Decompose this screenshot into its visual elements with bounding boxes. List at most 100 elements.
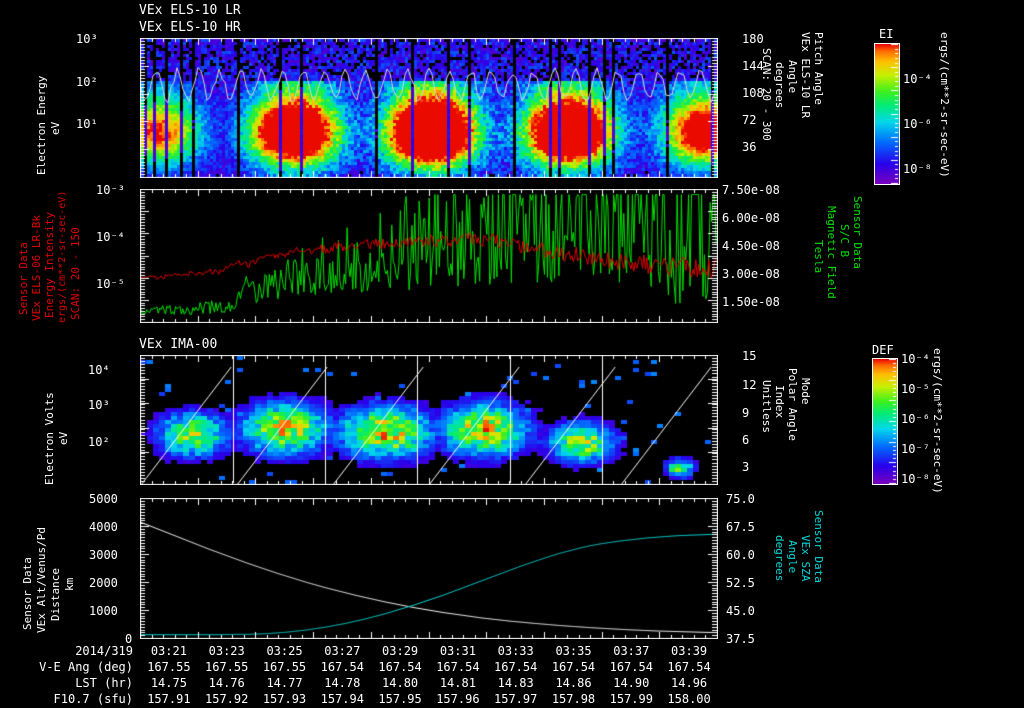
xaxis-cell-lst-7: 14.86: [555, 676, 592, 690]
panel3-left-axis-label: Electron Volts: [43, 392, 56, 485]
panel3-colorbar-unit: ergs/(cm**2-sr-sec-eV): [931, 348, 944, 494]
xaxis-cell-lst-8: 14.90: [613, 676, 650, 690]
xaxis-cell-f107-9: 158.00: [667, 692, 711, 706]
panel4-ytick-1: 4000: [89, 520, 118, 534]
xaxis-cell-time-4: 03:29: [382, 644, 419, 658]
panel2-left-label-0: Sensor Data: [17, 242, 30, 315]
panel1-ytick2-1: 144: [742, 59, 764, 73]
panel4-ytick-3: 2000: [89, 576, 118, 590]
panel1-title-line2: VEx ELS-10 HR: [139, 20, 241, 35]
panel2-right-label-2: Magnetic Field: [825, 206, 838, 299]
xaxis-cell-time-7: 03:35: [555, 644, 592, 658]
panel2-ytick-1: 10⁻⁴: [96, 230, 125, 244]
panel3-cbtick-2: 10⁻⁶: [901, 412, 930, 426]
panel3-right-label-1: Polar Angle: [786, 368, 799, 441]
xaxis-cell-ve-ang-1: 167.55: [205, 660, 249, 674]
panel3-cbtick-3: 10⁻⁷: [901, 442, 930, 456]
xaxis-cell-lst-6: 14.83: [497, 676, 534, 690]
panel2-right-label-1: S/C B: [838, 224, 851, 258]
panel4-ytick2-5: 37.5: [726, 632, 755, 646]
panel3-colorbar: [872, 358, 898, 485]
panel4-left-label-0: Sensor Data: [21, 557, 34, 630]
panel2-ytick-0: 10⁻³: [96, 183, 125, 197]
panel4-lineplot: [140, 498, 718, 639]
panel3-spectrogram: [140, 355, 718, 485]
xaxis-cell-f107-4: 157.95: [378, 692, 422, 706]
panel4-right-label-2: Angle: [786, 540, 799, 574]
panel1-right-axis-label-1: VEx ELS-10 LR: [799, 32, 812, 119]
xaxis-cell-ve-ang-9: 167.54: [667, 660, 711, 674]
xaxis-cell-lst-4: 14.80: [382, 676, 419, 690]
panel2-right-label-0: Sensor Data: [851, 196, 864, 269]
xaxis-cell-time-9: 03:39: [671, 644, 708, 658]
panel2-left-label-3: ergs/(cm**2-sr-sec-eV): [57, 190, 68, 323]
panel1-ytick-1: 10²: [76, 75, 98, 89]
xaxis-cell-ve-ang-5: 167.54: [436, 660, 480, 674]
panel1-ytick2-4: 36: [742, 140, 757, 154]
panel3-cbtick-0: 10⁻⁴: [901, 352, 930, 366]
xaxis-cell-time-6: 03:33: [497, 644, 534, 658]
xaxis-cell-f107-6: 157.97: [494, 692, 538, 706]
panel3-ytick-1: 10³: [88, 398, 110, 412]
panel2-left-label-2: Energy Intensity: [43, 212, 56, 318]
xaxis-row-label-time: 2014/319: [75, 644, 133, 658]
panel3-cbtick-4: 10⁻⁸: [901, 472, 930, 486]
xaxis-row-label-lst: LST (hr): [75, 676, 133, 690]
xaxis-cell-time-3: 03:27: [324, 644, 361, 658]
panel3-ytick2-3: 6: [742, 433, 750, 447]
xaxis-row-label-ve-ang: V-E Ang (deg): [39, 660, 133, 674]
xaxis-cell-ve-ang-0: 167.55: [147, 660, 191, 674]
xaxis-cell-f107-3: 157.94: [320, 692, 364, 706]
panel2-ytick-2: 10⁻⁵: [96, 277, 125, 291]
panel4-left-label-2: Distance: [49, 568, 62, 621]
panel2-scan-label: SCAN: 20 - 150: [69, 227, 82, 320]
panel4-ytick2-1: 67.5: [726, 520, 755, 534]
panel4-ytick2-4: 45.0: [726, 604, 755, 618]
panel4-right-label-3: degrees: [773, 535, 786, 582]
panel3-colorbar-name: DEF: [872, 343, 894, 357]
panel4-ytick2-2: 60.0: [726, 548, 755, 562]
xaxis-cell-f107-2: 157.93: [262, 692, 307, 706]
xaxis-cell-lst-0: 14.75: [150, 676, 187, 690]
panel3-ytick2-0: 15: [742, 349, 757, 363]
xaxis-cell-time-8: 03:37: [613, 644, 650, 658]
xaxis-cell-ve-ang-2: 167.55: [262, 660, 307, 674]
panel3-ytick2-2: 9: [742, 406, 750, 420]
xaxis-cell-lst-5: 14.81: [439, 676, 476, 690]
panel2-ytick2-0: 7.50e-08: [722, 183, 780, 197]
panel3-ytick2-4: 3: [742, 460, 750, 474]
xaxis-cell-ve-ang-8: 167.54: [609, 660, 653, 674]
panel3-ytick-0: 10⁴: [88, 363, 110, 377]
panel2-ytick2-3: 3.00e-08: [722, 267, 780, 281]
xaxis-cell-time-2: 03:25: [266, 644, 303, 658]
panel3-ytick2-1: 12: [742, 378, 757, 392]
xaxis-cell-f107-5: 157.96: [436, 692, 480, 706]
panel1-ytick2-2: 108: [742, 86, 764, 100]
panel3-right-label-3: Unitless: [760, 380, 773, 433]
panel2-lineplot: [140, 189, 718, 323]
panel4-ytick-5: 0: [125, 632, 133, 646]
panel1-left-axis-label: Electron Energy: [35, 75, 48, 175]
panel1-colorbar-unit: ergs/(cm**2-sr-sec-eV): [938, 32, 951, 178]
panel1-ytick-2: 10¹: [76, 117, 98, 131]
panel1-cbtick-0: 10⁻⁴: [903, 72, 932, 86]
xaxis-cell-f107-0: 157.91: [147, 692, 191, 706]
panel4-left-label-1: VEx Alt/Venus/Pd: [35, 527, 48, 633]
panel1-ytick-0: 10³: [76, 32, 98, 46]
xaxis-cell-ve-ang-6: 167.54: [494, 660, 538, 674]
xaxis-cell-time-5: 03:31: [439, 644, 476, 658]
panel1-scan-label: SCAN: 20 - 300: [760, 48, 773, 141]
panel1-ytick2-0: 180: [742, 32, 764, 46]
xaxis-cell-f107-8: 157.99: [609, 692, 653, 706]
panel2-ytick2-2: 4.50e-08: [722, 239, 780, 253]
panel3-cbtick-1: 10⁻⁵: [901, 382, 930, 396]
panel4-ytick-0: 5000: [89, 492, 118, 506]
xaxis-cell-lst-2: 14.77: [266, 676, 303, 690]
panel1-title-line1: VEx ELS-10 LR: [139, 3, 241, 18]
panel1-colorbar: [874, 43, 900, 185]
xaxis-cell-f107-7: 157.98: [551, 692, 596, 706]
panel1-ytick2-3: 72: [742, 113, 757, 127]
xaxis-row-label-f107: F10.7 (sfu): [53, 692, 133, 706]
xaxis-cell-ve-ang-4: 167.54: [378, 660, 422, 674]
